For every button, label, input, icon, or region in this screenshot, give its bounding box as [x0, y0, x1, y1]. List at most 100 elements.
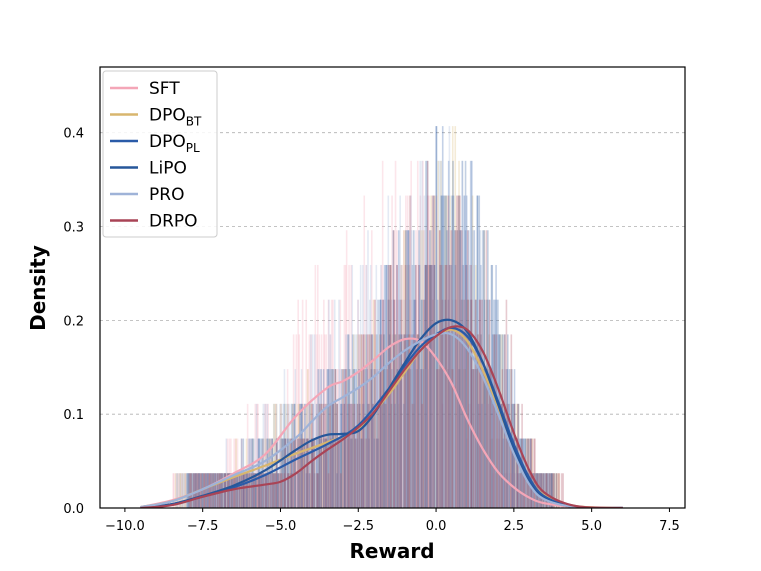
hist-bar — [471, 369, 474, 508]
hist-bar — [286, 369, 289, 508]
hist-bar — [376, 438, 378, 508]
hist-bar — [311, 403, 314, 508]
hist-bar — [187, 473, 190, 508]
hist-bar — [355, 334, 358, 508]
hist-bar — [283, 438, 285, 508]
legend-label: DRPO — [149, 212, 198, 232]
hist-bar — [258, 473, 261, 508]
hist-bar — [324, 438, 327, 508]
hist-bar — [520, 473, 523, 508]
hist-bar — [499, 473, 502, 508]
hist-bar — [351, 438, 353, 508]
hist-bar — [442, 195, 445, 508]
hist-bar — [390, 369, 393, 508]
hist-bar — [369, 299, 371, 508]
hist-bar — [439, 230, 441, 508]
hist-bar — [265, 473, 268, 508]
hist-bar — [264, 473, 266, 508]
hist-bar — [441, 334, 443, 508]
hist-bar — [238, 473, 241, 508]
hist-bar — [409, 299, 411, 508]
hist-bar — [327, 299, 330, 508]
hist-bar — [458, 160, 460, 508]
hist-bar — [420, 230, 422, 508]
hist-bar — [188, 473, 191, 508]
hist-bar — [500, 403, 503, 508]
hist-bar — [271, 473, 274, 508]
hist-bar — [401, 264, 404, 508]
hist-bar — [519, 473, 521, 508]
hist-bar — [173, 473, 175, 508]
hist-bar — [261, 473, 263, 508]
hist-bar — [450, 230, 453, 508]
hist-bar — [446, 230, 448, 508]
hist-bar — [226, 438, 229, 508]
hist-bar — [322, 403, 325, 508]
hist-bar — [212, 473, 215, 508]
hist-bar — [190, 473, 192, 508]
hist-bar — [255, 473, 257, 508]
hist-bar — [460, 230, 463, 508]
hist-bar — [207, 473, 210, 508]
hist-bar — [175, 473, 178, 508]
hist-bar — [262, 438, 264, 508]
hist-bar — [445, 369, 448, 508]
hist-bar — [373, 299, 375, 508]
hist-bar — [495, 473, 497, 508]
hist-bar — [429, 230, 431, 508]
hist-bar — [277, 473, 280, 508]
hist-bar — [301, 299, 304, 508]
hist-bar — [382, 334, 385, 508]
hist-bar — [371, 369, 374, 508]
hist-bar — [336, 403, 338, 508]
hist-bar — [489, 369, 492, 508]
series-line-lipo — [140, 318, 623, 508]
hist-bar — [469, 299, 472, 508]
hist-bar — [380, 264, 382, 508]
hist-bar — [317, 473, 319, 508]
hist-bar — [271, 438, 273, 508]
hist-bar — [343, 264, 346, 508]
hist-bar — [456, 334, 458, 508]
hist-bar — [191, 473, 193, 508]
hist-bar — [340, 438, 342, 508]
hist-bar — [413, 299, 416, 508]
hist-bar — [240, 473, 243, 508]
hist-bar — [408, 334, 410, 508]
hist-bar — [438, 230, 440, 508]
legend-label: SFT — [149, 79, 180, 99]
hist-bar — [426, 264, 429, 508]
hist-bar — [272, 473, 275, 508]
hist-bar — [188, 473, 191, 508]
hist-bar — [258, 473, 261, 508]
hist-bar — [305, 438, 308, 508]
hist-bar — [320, 403, 323, 508]
hist-bar — [393, 299, 396, 508]
hist-bar — [454, 230, 456, 508]
hist-bar — [281, 438, 283, 508]
hist-bar — [205, 473, 208, 508]
hist-bar — [348, 264, 350, 508]
hist-bar — [397, 299, 400, 508]
hist-bar — [436, 334, 439, 508]
hist-bar — [189, 473, 192, 508]
hist-bar — [364, 369, 367, 508]
hist-bar — [339, 438, 341, 508]
hist-bar — [326, 403, 328, 508]
hist-bar — [276, 473, 279, 508]
hist-bar — [260, 473, 263, 508]
hist-bar — [425, 264, 427, 508]
y-tick-label: 0.2 — [63, 314, 84, 329]
hist-bar — [526, 473, 528, 508]
hist-bar — [390, 403, 393, 508]
hist-bar — [376, 403, 378, 508]
hist-bar — [467, 299, 469, 508]
hist-bar — [303, 438, 305, 508]
hist-bar — [175, 473, 177, 508]
hist-bar — [327, 473, 330, 508]
hist-bar — [259, 473, 262, 508]
hist-bar — [341, 403, 344, 508]
hist-bar — [388, 369, 391, 508]
hist-bar — [366, 369, 369, 508]
hist-bar — [463, 195, 466, 508]
